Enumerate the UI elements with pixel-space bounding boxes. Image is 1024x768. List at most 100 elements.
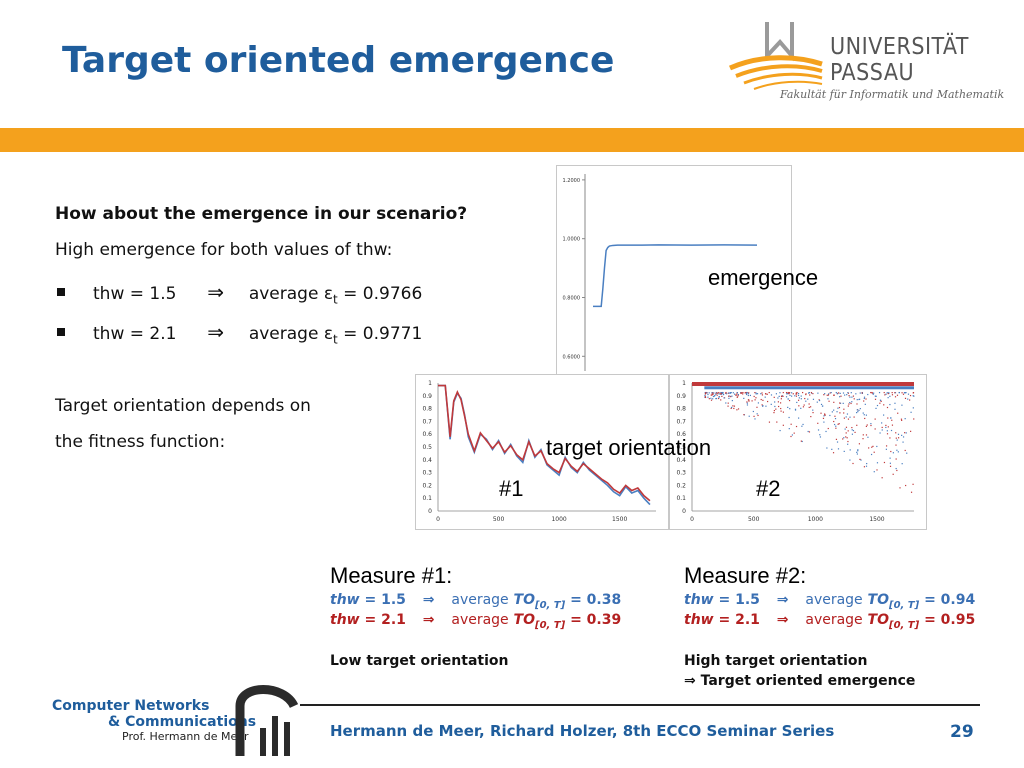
bullet-1: thw = 1.5 ⇒ average εt = 0.9766 xyxy=(93,281,422,310)
to2-scatter-point xyxy=(881,422,883,424)
to2-scatter-point xyxy=(732,392,734,394)
to2-scatter-point xyxy=(824,414,826,416)
to2-scatter-point xyxy=(863,466,866,468)
to2-scatter-point xyxy=(887,417,889,419)
to2-scatter-point xyxy=(885,445,888,447)
to2-scatter-point xyxy=(753,395,755,398)
to2-scatter-point xyxy=(827,398,829,400)
to2-scatter-point xyxy=(796,401,798,404)
to2-scatter-point xyxy=(807,430,809,433)
to2-scatter-point xyxy=(718,392,720,394)
x-tick-label: 1000 xyxy=(808,516,823,523)
x-tick-label: 1500 xyxy=(612,516,627,523)
to2-scatter-point xyxy=(818,399,821,402)
to2-scatter-point xyxy=(872,445,874,447)
to2-scatter-point xyxy=(857,411,859,413)
to2-scatter-point xyxy=(912,392,915,394)
to2-scatter-point xyxy=(883,404,885,406)
to2-scatter-point xyxy=(907,393,910,395)
to2-scatter-point xyxy=(845,426,848,428)
to-label: TO xyxy=(867,592,889,608)
to2-scatter-point xyxy=(844,428,846,430)
to2-scatter-point xyxy=(905,391,907,394)
to2-scatter-point xyxy=(844,394,846,396)
to2-scatter-point xyxy=(733,405,736,407)
to2-scatter-point xyxy=(863,414,865,416)
to2-scatter-point xyxy=(849,459,851,461)
faculty-name: Fakultät für Informatik und Mathematik xyxy=(780,88,1005,101)
to2-scatter-point xyxy=(782,391,784,394)
y-tick-label: 0 xyxy=(428,508,432,515)
to2-scatter-point xyxy=(857,450,859,452)
target-orientation-chart-2: 1 0.9 0.8 0.7 0.6 0.5 0.4 0.3 0.2 0.1 00 500 1000 150… xyxy=(669,374,927,530)
to2-scatter-point xyxy=(889,403,891,406)
measure-2-note-1: High target orientation xyxy=(684,653,868,669)
to2-scatter-point xyxy=(839,396,841,398)
y-tick-label: 0.3 xyxy=(422,470,432,477)
to2-scatter-point xyxy=(837,448,840,450)
to2-scatter-point xyxy=(901,463,903,465)
implies-arrow-icon: ⇒ xyxy=(207,280,225,304)
to2-scatter-point xyxy=(728,395,730,397)
to2-scatter-point xyxy=(795,392,797,394)
to2-scatter-point xyxy=(808,391,810,394)
to2-scatter-point xyxy=(765,405,767,407)
to2-scatter-point xyxy=(885,426,887,429)
to2-scatter-point xyxy=(902,436,905,438)
to2-scatter-point xyxy=(849,401,851,404)
to2-scatter-point xyxy=(852,395,855,397)
to2-scatter-point xyxy=(725,393,728,395)
to2-scatter-point xyxy=(907,398,909,400)
to2-scatter-point xyxy=(797,399,800,401)
to2-scatter-point xyxy=(801,425,803,427)
to2-scatter-point xyxy=(851,433,853,435)
to2-scatter-point xyxy=(901,404,903,406)
measure-1-title: Measure #1: xyxy=(330,563,453,588)
to2-scatter-point xyxy=(791,392,793,394)
to2-scatter-point xyxy=(787,406,789,409)
thw-label: thw xyxy=(684,612,714,628)
to2-scatter-point xyxy=(846,394,848,396)
to2-scatter-point xyxy=(747,394,749,397)
x-tick-label: 500 xyxy=(748,516,760,523)
to2-scatter-point xyxy=(725,402,727,404)
to2-scatter-point xyxy=(897,412,899,414)
to2-scatter-point xyxy=(879,402,881,404)
to2-scatter-point xyxy=(742,393,744,395)
to2-scatter-point xyxy=(712,395,715,398)
y-tick-label: 0.4 xyxy=(422,457,432,464)
to2-scatter-point xyxy=(887,393,889,395)
to2-scatter-point xyxy=(715,397,718,400)
to2-scatter-point xyxy=(800,398,802,400)
to2-scatter-point xyxy=(885,448,887,450)
to2-scatter-point xyxy=(886,406,889,409)
to2-scatter-point xyxy=(848,395,850,397)
to2-scatter-point xyxy=(711,394,713,396)
to2-scatter-point xyxy=(820,403,823,406)
to2-scatter-point xyxy=(890,417,892,419)
to2-scatter-point xyxy=(802,391,804,394)
to2-scatter-point xyxy=(795,425,798,428)
to2-scatter-point xyxy=(788,428,790,430)
to2-scatter-point xyxy=(746,404,749,406)
y-tick-label: 0 xyxy=(682,508,686,515)
to2-scatter-point xyxy=(781,395,784,397)
target-orientation-label: target orientation xyxy=(546,435,712,460)
to2-scatter-point xyxy=(785,391,788,394)
to2-scatter-point xyxy=(865,434,868,436)
to2-scatter-point xyxy=(890,429,893,432)
to2-scatter-point xyxy=(858,409,860,411)
to2-scatter-point xyxy=(832,452,835,454)
measure-1-line-2: thw = 2.1 ⇒ average TO[0, T] = 0.39 xyxy=(330,612,621,631)
y-tick-label: 0.9 xyxy=(422,393,432,400)
to2-scatter-point xyxy=(891,392,893,394)
to2-scatter-point xyxy=(725,391,727,394)
y-tick-label: 0.9 xyxy=(676,393,686,400)
y-tick-label: 0.6 xyxy=(676,431,686,438)
y-tick-label: 1.2000 xyxy=(563,178,581,184)
to2-scatter-point xyxy=(774,405,776,408)
to2-scatter-point xyxy=(909,394,912,397)
to2-scatter-point xyxy=(777,401,779,403)
to2-scatter-point xyxy=(839,412,841,414)
to2-scatter-point xyxy=(812,393,814,395)
